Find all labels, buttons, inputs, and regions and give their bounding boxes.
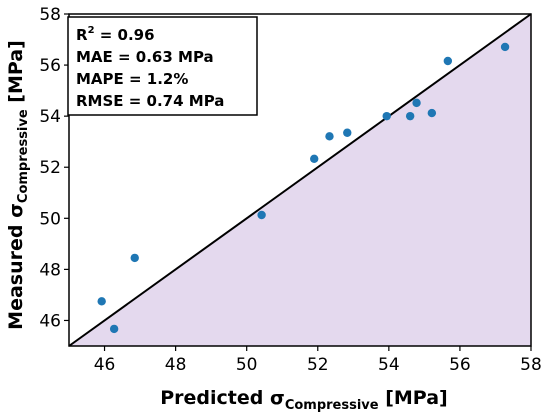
data-points (97, 42, 510, 334)
data-point-2 (109, 324, 119, 334)
y-tick-label: 52 (39, 158, 61, 178)
stat-mae: MAE = 0.63 MPa (76, 48, 214, 66)
data-point-8 (382, 111, 391, 121)
data-point-9 (405, 111, 415, 121)
x-tick-label: 52 (307, 355, 329, 375)
y-tick-label: 54 (39, 107, 61, 127)
y-tick-label: 46 (39, 311, 61, 331)
data-point-6 (325, 132, 334, 141)
y-axis-title: Measured σCompressive [MPa] (5, 40, 31, 330)
data-point-13 (500, 42, 510, 52)
x-tick-label: 46 (94, 355, 116, 375)
x-tick-label: 50 (236, 355, 258, 375)
x-tick-label: 58 (520, 355, 542, 375)
data-point-7 (343, 128, 352, 137)
x-tick-label: 56 (449, 355, 471, 375)
x-axis-title: Predicted σCompressive [MPa] (160, 387, 447, 413)
data-point-1 (97, 297, 106, 306)
stat-r2: R2 = 0.96 (76, 25, 155, 44)
plot-frame (68, 13, 532, 347)
x-axis-ticks: 46 48 50 52 54 56 58 (94, 346, 542, 375)
y-tick-label: 48 (39, 260, 61, 280)
data-point-10 (412, 98, 421, 108)
data-point-12 (443, 56, 453, 66)
x-tick-label: 54 (378, 355, 400, 375)
stats-box: R2 = 0.96 MAE = 0.63 MPa MAPE = 1.2% RMS… (67, 16, 258, 116)
data-point-11 (427, 108, 437, 118)
stats-box-border (67, 16, 258, 116)
y-tick-label: 50 (39, 209, 61, 229)
data-point-4 (257, 210, 266, 220)
stat-mape: MAPE = 1.2% (76, 70, 188, 88)
y-tick-label: 58 (39, 5, 61, 25)
y-tick-label: 56 (39, 56, 61, 76)
stat-rmse: RMSE = 0.74 MPa (76, 92, 224, 110)
y-axis-ticks: 46 48 50 52 54 56 58 (39, 5, 69, 331)
x-tick-label: 48 (165, 355, 187, 375)
data-point-3 (130, 253, 139, 263)
data-point-5 (310, 154, 319, 164)
identity-line (68, 13, 532, 347)
